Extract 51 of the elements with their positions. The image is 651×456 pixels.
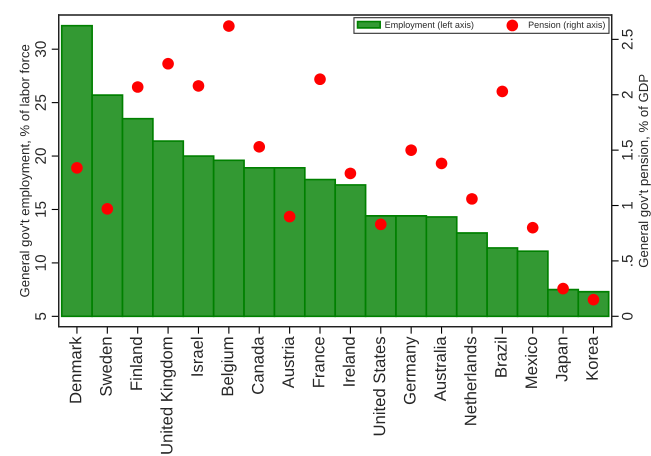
point bbox=[496, 86, 508, 98]
point bbox=[223, 20, 235, 32]
x-tick-label: United States bbox=[373, 337, 386, 436]
x-tick-label: Mexico bbox=[524, 337, 538, 388]
y2-tick-label: 2 bbox=[622, 91, 632, 98]
y-tick-label: 20 bbox=[35, 148, 46, 164]
y-axis-title: General gov't employment, % of labor force bbox=[20, 44, 32, 297]
point bbox=[192, 80, 204, 92]
point bbox=[253, 141, 266, 153]
point bbox=[132, 81, 144, 93]
x-tick-label: France bbox=[312, 337, 324, 387]
x-tick-label: Finland bbox=[130, 337, 142, 390]
point bbox=[374, 218, 387, 230]
x-tick-label: Brazil bbox=[494, 338, 507, 377]
point bbox=[284, 210, 296, 222]
x-tick-label: Australia bbox=[434, 336, 446, 402]
x-tick-label: Japan bbox=[556, 338, 571, 382]
y-tick-label: 25 bbox=[35, 94, 46, 110]
y-tick-label: 5 bbox=[35, 312, 46, 320]
y2-tick-label: 1 bbox=[622, 202, 632, 209]
x-tick-label: Germany bbox=[404, 336, 419, 404]
point bbox=[162, 58, 174, 70]
x-tick-label: United Kingdom bbox=[160, 338, 176, 454]
y-tick-label: 10 bbox=[35, 255, 46, 270]
x-tick-label: Korea bbox=[586, 336, 598, 380]
x-tick-label: Sweden bbox=[100, 338, 112, 396]
y2-axis-title: General gov't pension, % of GDP bbox=[638, 74, 651, 268]
point bbox=[436, 158, 448, 170]
x-tick-label: Canada bbox=[251, 336, 264, 394]
x-tick-label: Austria bbox=[282, 336, 294, 388]
legend-label: Employment (left axis) bbox=[385, 21, 474, 30]
y2-tick-label: .5 bbox=[622, 255, 633, 266]
x-tick-label: Ireland bbox=[342, 337, 355, 386]
point bbox=[526, 222, 539, 234]
y-tick-label: 15 bbox=[35, 202, 46, 217]
legend-label: Pension (right axis) bbox=[528, 21, 605, 30]
point bbox=[344, 168, 356, 180]
point bbox=[557, 282, 569, 294]
x-tick-label: Netherlands bbox=[464, 337, 476, 425]
y2-tick-label: 1.5 bbox=[622, 140, 633, 160]
y2-tick-label: 0 bbox=[622, 312, 633, 320]
x-tick-label: Denmark bbox=[69, 336, 82, 403]
point bbox=[71, 162, 83, 174]
x-tick-label: Belgium bbox=[221, 338, 237, 396]
point bbox=[405, 144, 417, 156]
y2-tick-label: 2.5 bbox=[622, 29, 633, 50]
point bbox=[314, 73, 326, 86]
x-tick-label: Israel bbox=[190, 338, 203, 376]
y-tick-label: 30 bbox=[35, 41, 46, 58]
point bbox=[466, 193, 478, 205]
point bbox=[102, 203, 114, 215]
